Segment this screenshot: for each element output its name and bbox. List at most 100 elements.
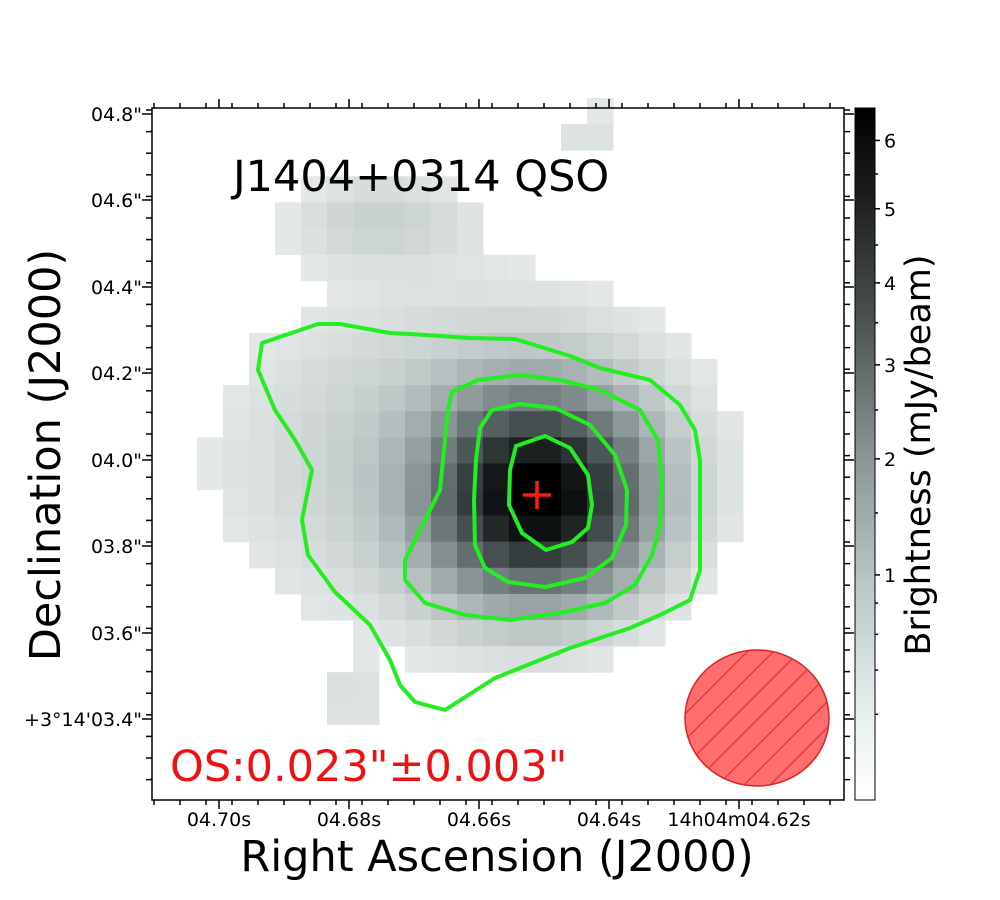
x-axis-label: Right Ascension (J2000)	[240, 832, 753, 882]
heatmap-pixel	[249, 515, 276, 543]
heatmap-pixel	[249, 489, 276, 517]
colorbar-tick-label: 3	[884, 355, 896, 377]
heatmap-pixel	[561, 489, 588, 517]
heatmap-pixel	[405, 280, 432, 308]
heatmap-pixel	[405, 306, 432, 334]
heatmap-pixel	[405, 254, 432, 282]
heatmap-pixel	[665, 489, 692, 517]
heatmap-pixel	[327, 280, 354, 308]
colorbar-tick-label: 2	[884, 449, 896, 471]
heatmap-pixel	[483, 646, 510, 673]
heatmap-pixel	[691, 515, 718, 543]
heatmap-pixel	[353, 202, 380, 229]
heatmap-pixel	[353, 541, 380, 569]
y-tick-label: 04.0"	[91, 450, 142, 472]
colorbar-tick-label: 1	[884, 565, 896, 587]
heatmap-pixel	[223, 463, 250, 490]
heatmap-pixel	[197, 463, 224, 490]
colorbar-ticks	[875, 139, 880, 716]
heatmap-pixel	[535, 280, 562, 308]
contour-level-2	[403, 373, 664, 622]
heatmap-pixel	[405, 515, 432, 543]
heatmap-pixel	[587, 124, 614, 151]
heatmap-pixel	[405, 359, 432, 386]
heatmap-pixel	[665, 359, 692, 386]
heatmap-pixel	[405, 463, 432, 490]
heatmap-pixel	[353, 359, 380, 386]
heatmap-pixel	[379, 567, 406, 595]
heatmap-pixel	[509, 385, 536, 412]
heatmap-pixel	[379, 385, 406, 412]
heatmap-pixel	[457, 567, 484, 595]
peak-cross-marker	[523, 481, 551, 509]
heatmap-pixel	[275, 359, 302, 386]
heatmap-pixel	[483, 515, 510, 543]
heatmap-pixel	[431, 541, 458, 569]
heatmap-pixel	[639, 620, 666, 647]
heatmap-pixel	[691, 541, 718, 569]
heatmap-pixel	[249, 463, 276, 490]
heatmap-pixel	[353, 437, 380, 464]
heatmap-pixel	[353, 228, 380, 256]
heatmap-pixel	[483, 359, 510, 386]
heatmap-pixel	[431, 646, 458, 673]
heatmap-pixel	[379, 359, 406, 386]
heatmap-pixel	[379, 254, 406, 282]
heatmap-pixel	[379, 176, 406, 203]
heatmap-pixel	[483, 437, 510, 464]
heatmap-pixel	[691, 463, 718, 490]
chart-title: J1404+0314 QSO	[230, 152, 609, 202]
heatmap-pixel	[535, 515, 562, 543]
heatmap-pixel	[327, 672, 354, 699]
heatmap-pixel	[509, 541, 536, 569]
heatmap-pixel	[665, 541, 692, 569]
x-tick-label: 14h04m04.62s	[667, 809, 810, 831]
y-tick-label: 04.8"	[91, 104, 142, 126]
heatmap-pixel	[275, 463, 302, 490]
x-tick-label: 04.70s	[187, 809, 251, 831]
heatmap-pixel	[509, 359, 536, 386]
heatmap-pixel	[431, 567, 458, 595]
heatmap-pixel	[379, 437, 406, 464]
heatmap-pixel	[405, 567, 432, 595]
heatmap-pixel	[431, 515, 458, 543]
x-tick-label: 04.68s	[317, 809, 381, 831]
heatmap-pixel	[691, 489, 718, 517]
heatmap-pixel	[327, 411, 354, 438]
heatmap-pixel	[405, 228, 432, 256]
heatmap-pixel	[249, 411, 276, 438]
heatmap-pixel	[327, 385, 354, 412]
heatmap-pixel	[717, 411, 744, 438]
heatmap-pixel	[379, 515, 406, 543]
heatmap-pixel	[691, 385, 718, 412]
heatmap-pixel	[665, 437, 692, 464]
heatmap-pixel	[483, 620, 510, 647]
heatmap-pixel	[301, 332, 328, 360]
heatmap-pixel	[639, 306, 666, 334]
heatmap-pixel	[717, 515, 744, 543]
heatmap-pixel	[561, 385, 588, 412]
heatmap-pixel	[353, 280, 380, 308]
heatmap-pixel	[587, 646, 614, 673]
heatmap-pixel	[249, 437, 276, 464]
colorbar-tick-labels: 6 5 4 3 2 1	[884, 130, 896, 586]
colorbar-label: Brightness (mJy/beam)	[899, 254, 939, 655]
heatmap-pixel	[353, 515, 380, 543]
heatmap-pixel	[509, 463, 536, 490]
heatmap-pixel	[431, 254, 458, 282]
heatmap-pixel	[327, 463, 354, 490]
heatmap-pixel	[587, 332, 614, 360]
heatmap-pixel	[587, 515, 614, 543]
heatmap-pixel	[457, 228, 484, 256]
heatmap-pixel	[457, 463, 484, 490]
contour-level-3	[472, 402, 629, 589]
y-tick-label: 04.4"	[91, 277, 142, 299]
heatmap-pixel	[483, 463, 510, 490]
heatmap-pixel	[353, 254, 380, 282]
heatmap-pixel	[275, 228, 302, 256]
heatmap-pixel	[327, 698, 354, 725]
heatmap-pixel	[405, 593, 432, 621]
heatmap-pixel	[561, 280, 588, 308]
heatmap-pixel	[275, 515, 302, 543]
heatmap-pixel	[327, 437, 354, 464]
